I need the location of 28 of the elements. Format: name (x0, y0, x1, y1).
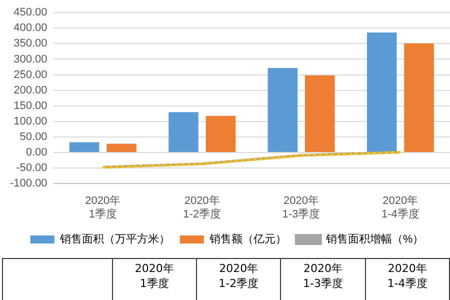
bar (268, 68, 298, 152)
legend-label: 销售面积（万平方米） (58, 232, 170, 246)
x-tick-label: 2020年 1-4季度 (381, 195, 420, 220)
y-tick-label: 0.00 (26, 146, 48, 159)
legend-label: 销售面积增幅（%） (324, 234, 424, 246)
y-tick-label: 250.00 (14, 68, 48, 81)
x-tick-label: 2020年 1-2季度 (183, 195, 222, 220)
x-tick-label: 2020年 1季度 (85, 195, 121, 220)
y-tick-label: 300.00 (14, 53, 48, 66)
x-tick-label: 2020年 1-3季度 (282, 195, 320, 220)
bar (206, 116, 236, 152)
y-tick-label: 450.00 (14, 6, 48, 19)
bar (404, 43, 434, 152)
y-tick-label: -50.00 (16, 162, 48, 174)
header-table: 2020年 1季度 2020年 1-2季度 2020年 1-3季度 2020年 1-4季度 (2, 258, 450, 300)
y-tick-label: 200.00 (14, 84, 48, 96)
bar (366, 32, 397, 152)
y-tick-label: -100.00 (10, 178, 48, 190)
y-tick-label: 100.00 (14, 115, 48, 128)
bar (304, 75, 335, 152)
y-tick-label: 350.00 (14, 38, 48, 50)
y-tick-label: 400.00 (14, 22, 48, 34)
bar (106, 144, 136, 152)
bar (69, 142, 100, 152)
legend-label: 销售额（亿元） (208, 232, 286, 246)
bar (168, 112, 198, 152)
y-tick-label: 150.00 (14, 100, 48, 112)
y-tick-label: 50.00 (20, 130, 48, 143)
